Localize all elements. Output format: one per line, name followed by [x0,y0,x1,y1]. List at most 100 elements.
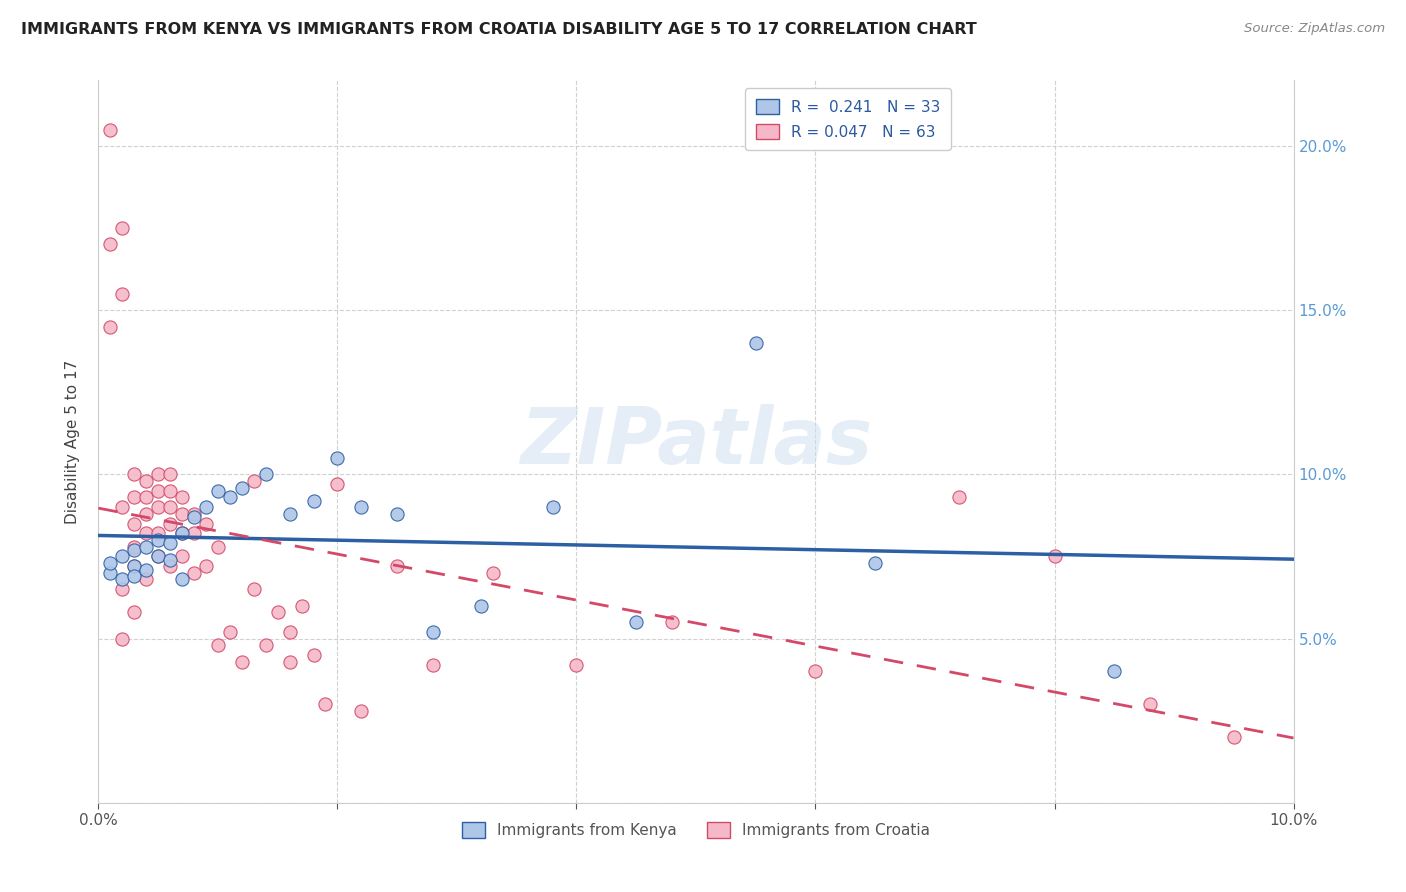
Point [422,625,444,640]
Point [98,237,122,252]
Point [111,549,134,564]
Point [159,536,181,550]
Point [219,491,242,505]
Point [124,559,146,574]
Point [98,319,122,334]
Point [302,493,325,508]
Point [326,450,349,465]
Point [159,559,181,574]
Point [626,615,648,630]
Point [350,500,373,515]
Point [278,655,301,669]
Point [291,599,314,613]
Point [219,625,242,640]
Point [254,638,277,652]
Point [111,582,134,597]
Point [254,467,277,482]
Point [207,540,229,554]
Point [565,657,588,672]
Point [111,500,134,515]
Point [183,566,205,580]
Point [1223,730,1246,744]
Point [865,556,887,570]
Point [148,549,170,564]
Point [148,500,170,515]
Point [326,477,349,491]
Text: Source: ZipAtlas.com: Source: ZipAtlas.com [1244,22,1385,36]
Point [302,648,325,662]
Point [148,483,170,498]
Point [148,467,170,482]
Point [1139,698,1161,712]
Point [111,573,134,587]
Point [482,566,505,580]
Point [385,507,409,521]
Point [350,704,373,718]
Point [159,483,181,498]
Point [124,542,146,557]
Point [267,605,290,619]
Point [159,500,181,515]
Point [243,582,266,597]
Point [159,516,181,531]
Point [124,559,146,574]
Point [124,569,146,583]
Point [231,655,253,669]
Text: ZIPatlas: ZIPatlas [520,403,872,480]
Point [172,491,194,505]
Point [135,491,157,505]
Point [135,474,157,488]
Point [195,559,218,574]
Point [385,559,409,574]
Point [135,573,157,587]
Point [148,526,170,541]
Point [98,122,122,136]
Point [124,516,146,531]
Point [278,625,301,640]
Point [745,336,768,351]
Text: IMMIGRANTS FROM KENYA VS IMMIGRANTS FROM CROATIA DISABILITY AGE 5 TO 17 CORRELAT: IMMIGRANTS FROM KENYA VS IMMIGRANTS FROM… [21,22,977,37]
Point [124,540,146,554]
Point [124,467,146,482]
Point [172,526,194,541]
Point [135,540,157,554]
Point [195,500,218,515]
Point [1104,665,1126,679]
Point [243,474,266,488]
Point [183,526,205,541]
Point [148,549,170,564]
Point [172,573,194,587]
Point [541,500,564,515]
Point [315,698,337,712]
Point [172,549,194,564]
Point [278,507,301,521]
Point [124,491,146,505]
Point [172,526,194,541]
Point [135,507,157,521]
Point [231,481,253,495]
Point [470,599,492,613]
Point [172,507,194,521]
Point [159,467,181,482]
Point [98,556,122,570]
Point [111,221,134,235]
Point [1043,549,1066,564]
Point [207,638,229,652]
Point [422,657,444,672]
Point [111,286,134,301]
Point [661,615,683,630]
Point [135,563,157,577]
Point [948,491,970,505]
Point [195,516,218,531]
Point [804,665,827,679]
Point [183,507,205,521]
Point [135,526,157,541]
Legend: Immigrants from Kenya, Immigrants from Croatia: Immigrants from Kenya, Immigrants from C… [454,814,938,846]
Point [159,553,181,567]
Point [207,483,229,498]
Point [124,605,146,619]
Point [111,632,134,646]
Point [148,533,170,547]
Point [183,510,205,524]
Y-axis label: Disability Age 5 to 17: Disability Age 5 to 17 [65,359,80,524]
